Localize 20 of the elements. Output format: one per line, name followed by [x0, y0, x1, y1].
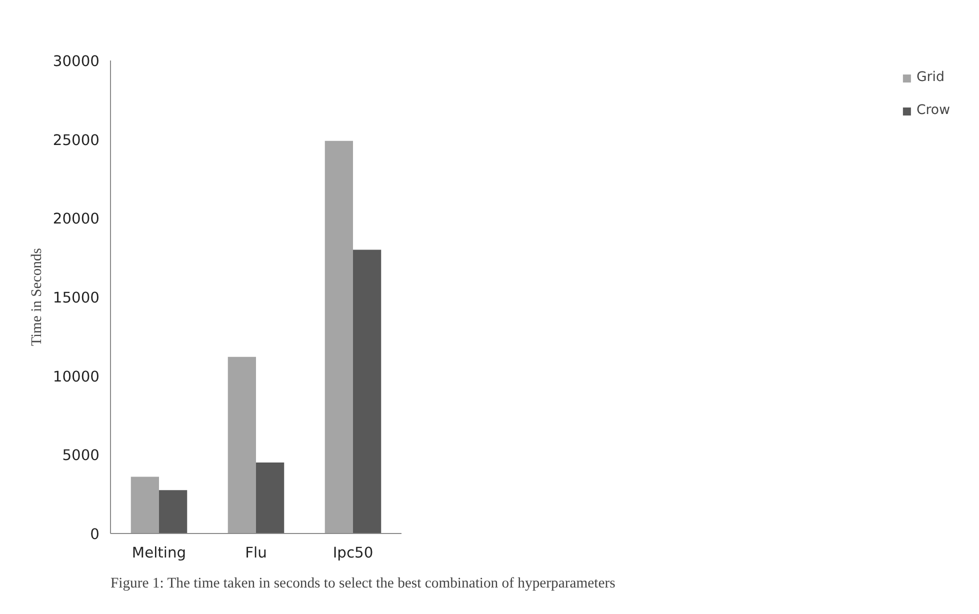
- bar: [228, 356, 256, 534]
- bar: [256, 462, 284, 534]
- y-tick-label: 20000: [52, 210, 100, 228]
- y-tick-label: 0: [90, 526, 100, 543]
- y-tick-label: 10000: [52, 368, 100, 386]
- y-tick-label: 5000: [62, 447, 100, 464]
- legend-label: Grid: [916, 70, 944, 85]
- x-tick-label: Melting: [132, 544, 186, 562]
- y-axis-title: Time in Seconds: [28, 248, 45, 346]
- legend-label: Crow: [916, 103, 950, 118]
- x-tick-label: Ipc50: [332, 544, 374, 562]
- caption: Figure 1: The time taken in seconds to select the best combination of hyperparameters: [110, 576, 616, 592]
- bar: [159, 490, 188, 534]
- y-tick-label: 30000: [52, 53, 100, 70]
- y-tick-label: 15000: [52, 290, 100, 306]
- x-tick-label: Flu: [245, 544, 267, 562]
- bar: [353, 250, 382, 534]
- bar: [324, 140, 353, 534]
- bar: [130, 476, 159, 534]
- y-tick-label: 25000: [52, 132, 100, 149]
